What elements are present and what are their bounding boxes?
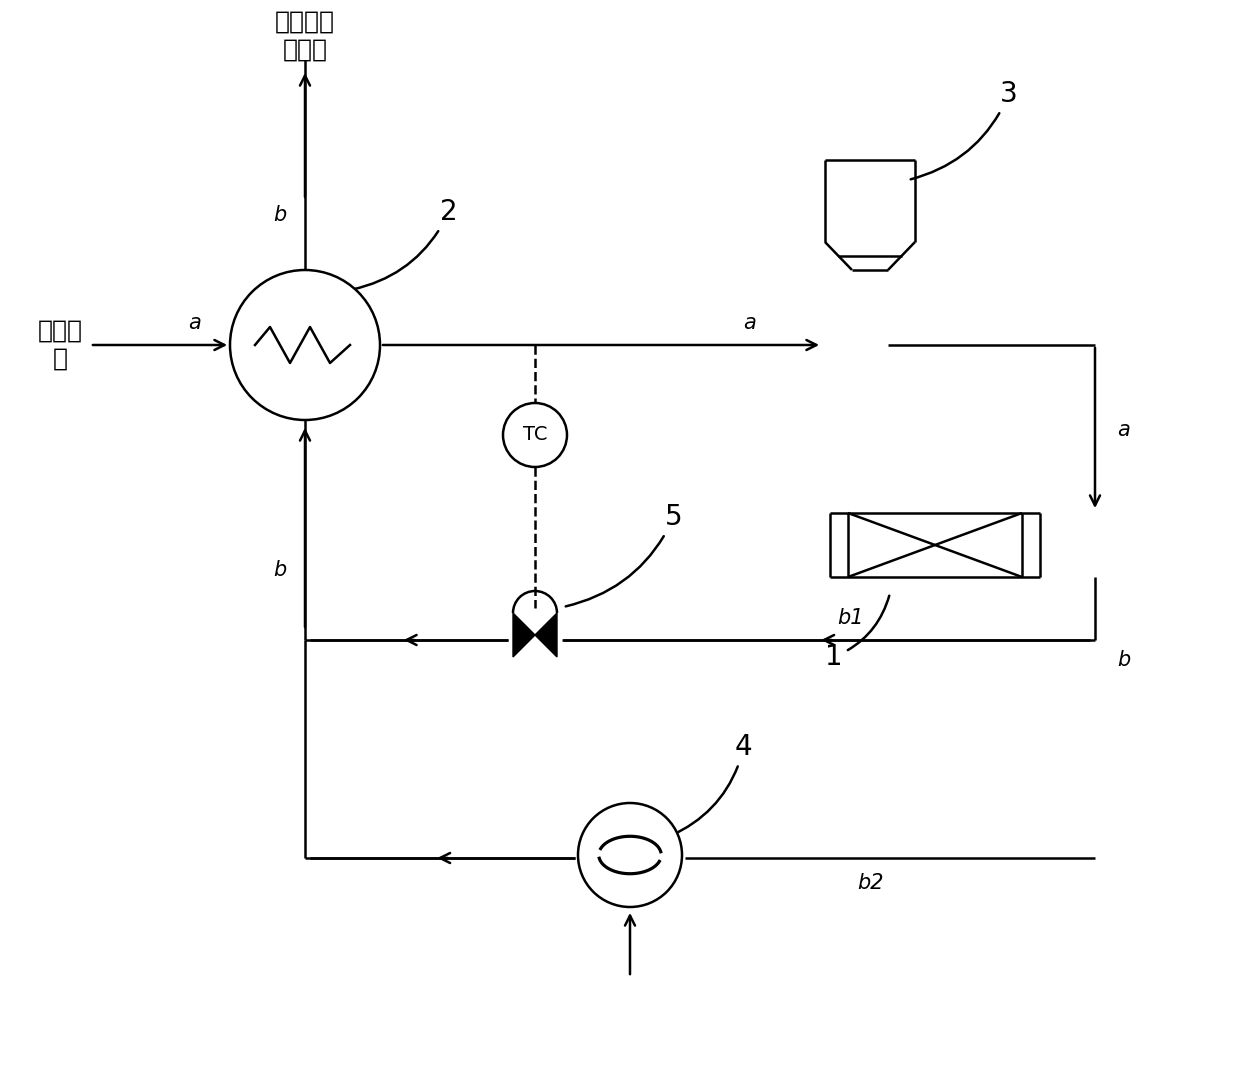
Text: b: b [274,560,286,580]
Text: 反应产物
去下游: 反应产物 去下游 [275,10,335,62]
Text: 1: 1 [825,596,889,671]
Polygon shape [513,613,534,657]
Text: a: a [188,313,201,333]
Circle shape [229,270,379,420]
Text: b1: b1 [837,608,863,628]
Polygon shape [534,613,557,657]
Circle shape [578,803,682,907]
Text: a: a [1117,420,1130,440]
Text: 2: 2 [352,198,458,289]
Text: 4: 4 [671,733,753,836]
Circle shape [503,403,567,467]
Text: b2: b2 [857,873,883,893]
Text: 3: 3 [910,80,1018,179]
Text: 反应原
料: 反应原 料 [37,319,83,371]
Text: 5: 5 [565,503,683,607]
Text: TC: TC [523,425,547,445]
Text: b: b [1117,650,1130,671]
Text: b: b [274,205,286,225]
Text: a: a [744,313,756,333]
